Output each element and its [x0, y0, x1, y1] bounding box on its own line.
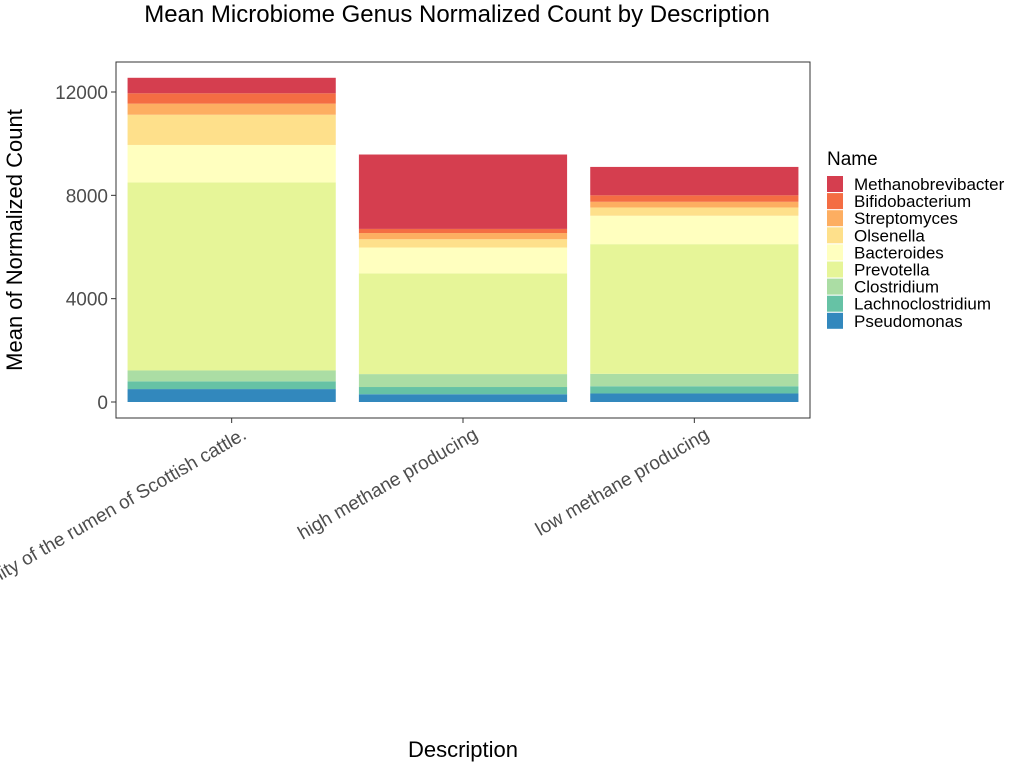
bar-segment: [127, 370, 336, 382]
bar-segment: [127, 144, 336, 183]
bar-segment: [590, 244, 799, 374]
legend-label: Olsenella: [854, 226, 925, 245]
legend-label: Prevotella: [854, 261, 930, 280]
y-tick-label: 12000: [55, 83, 108, 104]
legend-swatch: [827, 193, 843, 210]
legend-swatch: [827, 261, 843, 278]
chart-title: Mean Microbiome Genus Normalized Count b…: [144, 1, 770, 28]
legend-label: Clostridium: [854, 278, 939, 297]
bar-segment: [358, 239, 568, 248]
bar-segment: [590, 373, 799, 387]
x-tick-label: Community of the rumen of Scottish cattl…: [0, 424, 250, 621]
bar-segment: [358, 228, 568, 234]
legend-swatch: [827, 227, 843, 244]
legend-swatch: [827, 210, 843, 227]
bar-segment: [590, 386, 799, 394]
bar-segment: [127, 389, 336, 402]
bar-segment: [127, 114, 336, 145]
legend-swatch: [827, 244, 843, 261]
bar-segment: [358, 273, 568, 375]
bar-segment: [358, 247, 568, 274]
bar-segment: [590, 201, 799, 208]
legend-swatch: [827, 295, 843, 312]
y-axis: 0 4000 8000 12000: [55, 83, 116, 414]
x-tick-label: low methane producing: [532, 424, 713, 540]
legend-label: Methanobrevibacter: [854, 175, 1005, 194]
y-tick-label: 0: [97, 393, 108, 414]
bar-segment: [358, 394, 568, 402]
y-tick-label: 8000: [66, 186, 108, 207]
legend-label: Bacteroides: [854, 243, 944, 262]
bar-segment: [127, 182, 336, 371]
legend-label: Lachnoclostridium: [854, 295, 991, 314]
bar-segment: [358, 374, 568, 388]
legend-title: Name: [827, 149, 878, 170]
plot-area: [115, 61, 811, 419]
legend-label: Pseudomonas: [854, 312, 963, 331]
y-tick-label: 4000: [66, 290, 108, 311]
bar-segment: [358, 387, 568, 395]
legend: Name MethanobrevibacterBifidobacteriumSt…: [827, 149, 1005, 331]
legend-swatch: [827, 312, 843, 329]
bar-segment: [358, 154, 568, 229]
bar-segment: [590, 207, 799, 216]
x-tick-label: high methane producing: [294, 424, 481, 544]
legend-swatch: [827, 176, 843, 192]
bar-segment: [127, 103, 336, 115]
bar-segment: [590, 195, 799, 202]
bar-segment: [127, 77, 336, 94]
bar-segment: [590, 393, 799, 402]
bar-segment: [590, 166, 799, 196]
x-axis: Community of the rumen of Scottish cattl…: [0, 418, 713, 621]
x-axis-title: Description: [408, 737, 518, 762]
bar-segment: [358, 233, 568, 240]
bar-segment: [127, 381, 336, 390]
bar-segment: [590, 215, 799, 245]
legend-swatch: [827, 278, 843, 295]
legend-label: Streptomyces: [854, 209, 958, 228]
y-axis-title: Mean of Normalized Count: [2, 109, 27, 371]
bar-segment: [127, 93, 336, 104]
legend-label: Bifidobacterium: [854, 192, 971, 211]
